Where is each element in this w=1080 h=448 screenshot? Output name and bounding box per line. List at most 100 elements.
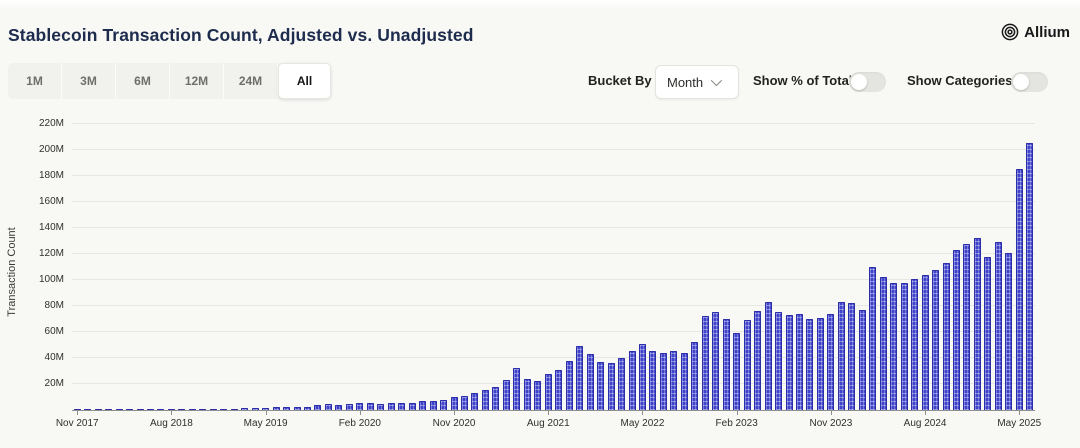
bar-jan-2020[interactable]	[345, 404, 353, 410]
bar-may-2023[interactable]	[764, 302, 772, 410]
bar-dec-2020[interactable]	[461, 396, 469, 410]
bar-feb-2023[interactable]	[733, 333, 741, 410]
bar-oct-2019[interactable]	[314, 405, 322, 410]
bar-mar-2022[interactable]	[618, 358, 626, 410]
bar-apr-2023[interactable]	[754, 311, 762, 410]
range-button-6m[interactable]: 6M	[116, 63, 170, 99]
bar-jun-2025[interactable]	[1026, 143, 1034, 410]
bar-nov-2018[interactable]	[199, 409, 207, 410]
bar-sep-2019[interactable]	[304, 407, 312, 410]
bar-oct-2018[interactable]	[188, 409, 196, 410]
bar-aug-2024[interactable]	[921, 275, 929, 410]
bar-may-2022[interactable]	[638, 344, 646, 410]
bar-apr-2019[interactable]	[251, 408, 259, 410]
bar-jul-2022[interactable]	[659, 353, 667, 410]
bar-nov-2020[interactable]	[450, 397, 458, 410]
bar-sep-2024[interactable]	[932, 270, 940, 410]
bar-jun-2023[interactable]	[775, 312, 783, 410]
range-button-all[interactable]: All	[278, 63, 331, 99]
bar-mar-2025[interactable]	[994, 242, 1002, 410]
bar-oct-2022[interactable]	[691, 342, 699, 410]
bar-jan-2024[interactable]	[848, 303, 856, 410]
bar-dec-2017[interactable]	[84, 409, 92, 410]
range-button-1m[interactable]: 1M	[8, 63, 62, 99]
bar-sep-2020[interactable]	[429, 401, 437, 410]
bar-jul-2021[interactable]	[534, 381, 542, 410]
bar-jan-2019[interactable]	[220, 409, 228, 410]
bar-mar-2019[interactable]	[241, 408, 249, 410]
bar-mar-2020[interactable]	[366, 403, 374, 410]
bar-oct-2023[interactable]	[816, 318, 824, 410]
bar-apr-2020[interactable]	[377, 404, 385, 410]
bar-jun-2024[interactable]	[900, 283, 908, 410]
bar-oct-2020[interactable]	[440, 400, 448, 410]
bar-jun-2019[interactable]	[272, 407, 280, 410]
bar-aug-2019[interactable]	[293, 407, 301, 410]
bar-oct-2024[interactable]	[942, 263, 950, 410]
bar-jan-2023[interactable]	[722, 319, 730, 410]
bar-feb-2025[interactable]	[984, 257, 992, 410]
bar-dec-2019[interactable]	[335, 405, 343, 410]
bucket-by-select[interactable]: Month	[655, 65, 739, 99]
bar-feb-2022[interactable]	[607, 363, 615, 410]
bar-nov-2022[interactable]	[701, 316, 709, 410]
bar-jan-2022[interactable]	[597, 362, 605, 410]
bar-jan-2025[interactable]	[973, 238, 981, 410]
bar-apr-2018[interactable]	[126, 409, 134, 410]
bar-oct-2021[interactable]	[565, 361, 573, 410]
bar-dec-2024[interactable]	[963, 244, 971, 410]
bar-apr-2021[interactable]	[502, 380, 510, 410]
bar-may-2020[interactable]	[387, 403, 395, 410]
bar-dec-2018[interactable]	[209, 409, 217, 410]
bar-may-2024[interactable]	[890, 283, 898, 410]
bar-jul-2024[interactable]	[911, 279, 919, 410]
bar-apr-2024[interactable]	[879, 277, 887, 410]
range-button-24m[interactable]: 24M	[224, 63, 278, 99]
bar-jul-2020[interactable]	[408, 403, 416, 410]
bar-nov-2021[interactable]	[576, 346, 584, 410]
bar-feb-2024[interactable]	[858, 310, 866, 410]
bar-jul-2019[interactable]	[283, 407, 291, 410]
bar-sep-2018[interactable]	[178, 409, 186, 410]
bar-may-2019[interactable]	[262, 408, 270, 410]
bar-nov-2023[interactable]	[827, 314, 835, 410]
bar-aug-2020[interactable]	[419, 401, 427, 410]
bar-jun-2022[interactable]	[649, 351, 657, 410]
bar-may-2018[interactable]	[136, 409, 144, 410]
bar-apr-2022[interactable]	[628, 351, 636, 410]
range-button-3m[interactable]: 3M	[62, 63, 116, 99]
bar-sep-2023[interactable]	[806, 319, 814, 410]
show-categories-toggle[interactable]	[1011, 72, 1048, 92]
bar-mar-2023[interactable]	[743, 320, 751, 410]
bar-jul-2023[interactable]	[785, 315, 793, 410]
bar-feb-2020[interactable]	[356, 403, 364, 410]
bar-jun-2020[interactable]	[398, 403, 406, 410]
bar-mar-2024[interactable]	[869, 267, 877, 410]
show-percent-toggle[interactable]	[849, 72, 886, 92]
bar-apr-2025[interactable]	[1005, 253, 1013, 410]
bar-dec-2023[interactable]	[837, 302, 845, 410]
bar-mar-2018[interactable]	[115, 409, 123, 410]
bar-feb-2021[interactable]	[481, 390, 489, 410]
bar-jul-2018[interactable]	[157, 409, 165, 410]
bar-mar-2021[interactable]	[492, 387, 500, 410]
bar-nov-2024[interactable]	[952, 250, 960, 410]
bar-dec-2021[interactable]	[586, 354, 594, 410]
bar-aug-2021[interactable]	[544, 374, 552, 410]
bar-aug-2023[interactable]	[795, 314, 803, 410]
bar-nov-2019[interactable]	[324, 404, 332, 410]
bar-feb-2018[interactable]	[105, 409, 113, 410]
bar-jan-2018[interactable]	[94, 409, 102, 410]
bar-aug-2022[interactable]	[670, 351, 678, 410]
bar-sep-2021[interactable]	[555, 370, 563, 410]
bar-aug-2018[interactable]	[167, 409, 175, 410]
bar-nov-2017[interactable]	[73, 409, 81, 410]
bar-jun-2018[interactable]	[147, 409, 154, 410]
bar-sep-2022[interactable]	[680, 353, 688, 410]
bar-may-2021[interactable]	[513, 368, 521, 410]
range-button-12m[interactable]: 12M	[170, 63, 224, 99]
bar-jan-2021[interactable]	[471, 393, 479, 410]
bar-may-2025[interactable]	[1015, 169, 1023, 410]
bar-jun-2021[interactable]	[523, 379, 531, 410]
bar-dec-2022[interactable]	[712, 312, 720, 410]
